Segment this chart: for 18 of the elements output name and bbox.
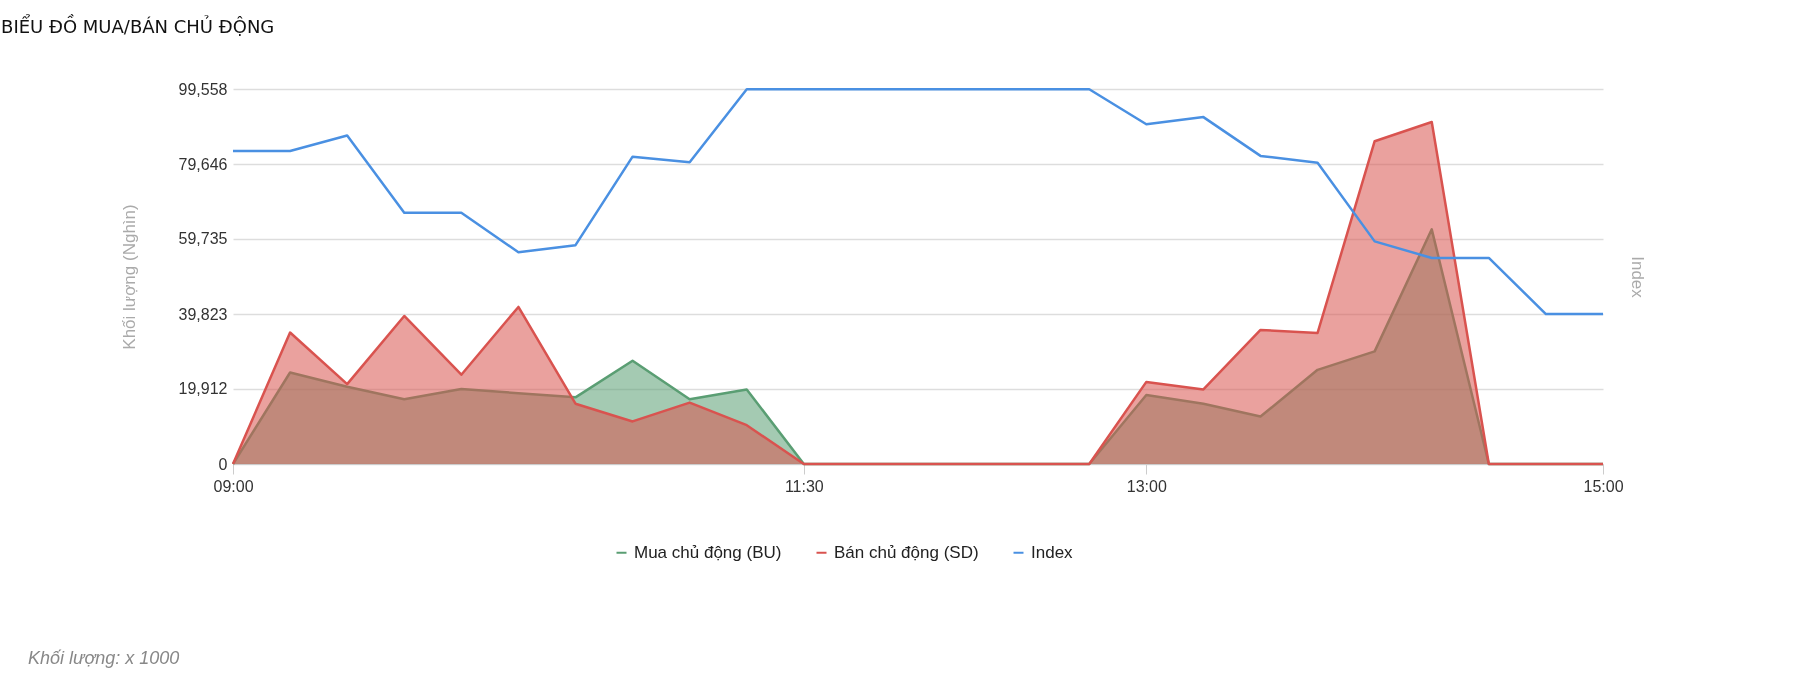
y-tick-label: 39,823 <box>178 305 228 323</box>
y-tick-label: 19,912 <box>178 380 228 398</box>
x-tick-label: 11:30 <box>784 477 824 495</box>
legend-label: Index <box>1031 542 1074 562</box>
x-tick-label: 13:00 <box>1126 477 1167 495</box>
chart-title: BIỂU ĐỒ MUA/BÁN CHỦ ĐỘNG <box>1 14 275 37</box>
legend-label: Mua chủ động (BU) <box>634 542 782 562</box>
y-tick-label: 59,735 <box>178 230 228 248</box>
legend-label: Bán chủ động (SD) <box>834 542 979 562</box>
line-series <box>231 87 1605 316</box>
y2-axis-title: Index <box>1627 256 1647 299</box>
y-axis-title: Khối lượng (Nghìn) <box>119 204 139 350</box>
y-tick-label: 0 <box>218 455 228 473</box>
x-tick-label: 15:00 <box>1583 477 1624 495</box>
footnote: Khối lượng: x 1000 <box>28 648 180 669</box>
x-tick-label: 09:00 <box>213 477 254 495</box>
y-tick-label: 79,646 <box>178 155 228 173</box>
y-tick-label: 99,558 <box>178 80 228 98</box>
